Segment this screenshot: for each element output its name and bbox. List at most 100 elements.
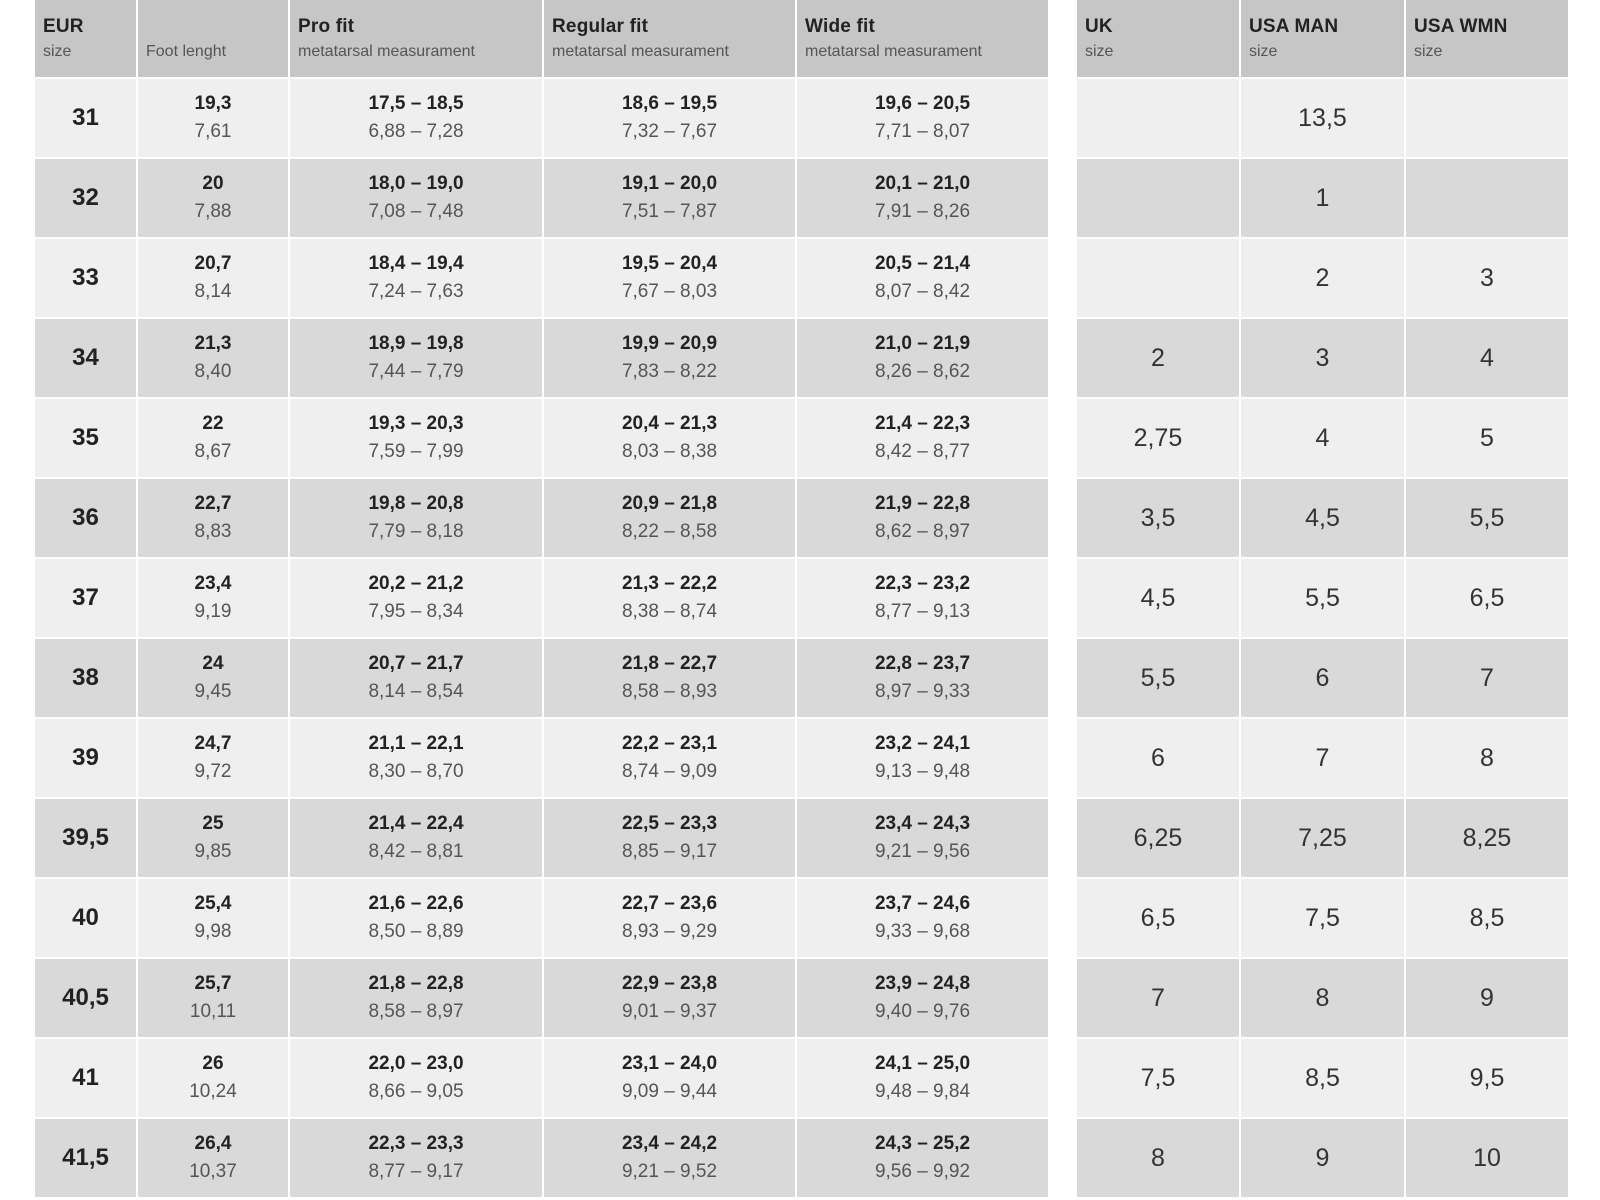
pro-cell: 22,0 – 23,0 8,66 – 9,05: [288, 1038, 544, 1119]
header-subtitle: Foot lenght: [146, 43, 227, 60]
eur-size-cell: 36: [33, 478, 138, 559]
usa-man-size-cell: 4,5: [1239, 478, 1406, 559]
foot-cell: 20,7 8,14: [136, 238, 290, 319]
regular-cm: 19,1 – 20,0: [621, 173, 718, 194]
usa-man-size-cell: 9: [1239, 1118, 1406, 1199]
table-row: 6,5 7,5 8,5: [1075, 878, 1570, 959]
foot-inch: 8,83: [194, 521, 232, 542]
foot-cell: 22 8,67: [136, 398, 290, 479]
table-row: 36 22,7 8,83 19,8 – 20,8 7,79 – 8,18 20,9 – 2…: [33, 478, 1050, 559]
regular-inch: 8,93 – 9,29: [621, 921, 718, 942]
pro-cell: 21,8 – 22,8 8,58 – 8,97: [288, 958, 544, 1039]
usa-wmn-size-cell: 8: [1404, 718, 1570, 799]
column-header-uk: UK size: [1075, 0, 1241, 79]
header-row: EUR size Foot lenght Pro fit metatarsal meas…: [33, 0, 1050, 79]
wide-cm: 23,2 – 24,1: [874, 733, 971, 754]
wide-inch: 7,91 – 8,26: [874, 201, 971, 222]
table-row: 1: [1075, 158, 1570, 239]
usa-wmn-size-cell: 8,5: [1404, 878, 1570, 959]
foot-inch: 9,98: [194, 921, 232, 942]
pro-cm: 18,0 – 19,0: [368, 173, 464, 194]
wide-cm: 24,1 – 25,0: [874, 1053, 971, 1074]
pro-cell: 21,4 – 22,4 8,42 – 8,81: [288, 798, 544, 879]
eur-size-cell: 33: [33, 238, 138, 319]
pro-inch: 7,59 – 7,99: [368, 441, 464, 462]
foot-inch: 7,88: [194, 201, 232, 222]
wide-cm: 21,4 – 22,3: [874, 413, 971, 434]
usa-man-size-cell: 1: [1239, 158, 1406, 239]
pro-inch: 6,88 – 7,28: [368, 121, 464, 142]
pro-cell: 21,6 – 22,6 8,50 – 8,89: [288, 878, 544, 959]
wide-cell: 21,9 – 22,8 8,62 – 8,97: [795, 478, 1050, 559]
pro-cm: 17,5 – 18,5: [368, 93, 464, 114]
regular-cell: 23,1 – 24,0 9,09 – 9,44: [542, 1038, 797, 1119]
header-title: Wide fit: [805, 16, 876, 37]
eur-size-cell: 35: [33, 398, 138, 479]
column-header-usa-wmn: USA WMN size: [1404, 0, 1570, 79]
usa-man-size-cell: 8: [1239, 958, 1406, 1039]
header-title: Regular fit: [552, 16, 649, 37]
wide-cm: 24,3 – 25,2: [874, 1133, 971, 1154]
usa-wmn-size-cell: 5: [1404, 398, 1570, 479]
wide-cell: 20,5 – 21,4 8,07 – 8,42: [795, 238, 1050, 319]
wide-cm: 21,0 – 21,9: [874, 333, 971, 354]
pro-cm: 21,8 – 22,8: [368, 973, 464, 994]
pro-inch: 7,95 – 8,34: [368, 601, 464, 622]
uk-size-cell: 4,5: [1075, 558, 1241, 639]
header-title: UK: [1085, 16, 1113, 37]
regular-cell: 21,3 – 22,2 8,38 – 8,74: [542, 558, 797, 639]
table-row: 39,5 25 9,85 21,4 – 22,4 8,42 – 8,81 22,5 – 2…: [33, 798, 1050, 879]
pro-cm: 21,4 – 22,4: [368, 813, 464, 834]
wide-cm: 22,3 – 23,2: [874, 573, 971, 594]
regular-cm: 21,8 – 22,7: [621, 653, 718, 674]
regular-cell: 22,2 – 23,1 8,74 – 9,09: [542, 718, 797, 799]
regular-inch: 9,09 – 9,44: [621, 1081, 718, 1102]
eur-size-cell: 37: [33, 558, 138, 639]
usa-man-size-cell: 3: [1239, 318, 1406, 399]
column-header-foot-length: Foot lenght: [136, 0, 290, 79]
wide-cm: 19,6 – 20,5: [874, 93, 971, 114]
uk-size-cell: 6,5: [1075, 878, 1241, 959]
regular-cm: 23,1 – 24,0: [621, 1053, 718, 1074]
regular-cell: 22,5 – 23,3 8,85 – 9,17: [542, 798, 797, 879]
wide-cm: 23,7 – 24,6: [874, 893, 971, 914]
foot-cm: 22: [202, 413, 224, 434]
header-subtitle: size: [43, 43, 72, 60]
pro-inch: 7,79 – 8,18: [368, 521, 464, 542]
usa-man-size-cell: 13,5: [1239, 78, 1406, 159]
table-row: 13,5: [1075, 78, 1570, 159]
pro-inch: 8,66 – 9,05: [368, 1081, 464, 1102]
table-row: 39 24,7 9,72 21,1 – 22,1 8,30 – 8,70 22,2 – 2…: [33, 718, 1050, 799]
regular-cm: 22,2 – 23,1: [621, 733, 718, 754]
usa-man-size-cell: 8,5: [1239, 1038, 1406, 1119]
foot-cm: 22,7: [194, 493, 232, 514]
foot-cell: 25,4 9,98: [136, 878, 290, 959]
pro-cell: 19,3 – 20,3 7,59 – 7,99: [288, 398, 544, 479]
foot-inch: 10,24: [189, 1081, 237, 1102]
wide-cell: 21,0 – 21,9 8,26 – 8,62: [795, 318, 1050, 399]
regular-cm: 20,4 – 21,3: [621, 413, 718, 434]
header-row: UK size USA MAN size USA WMN size: [1075, 0, 1570, 79]
usa-man-size-cell: 4: [1239, 398, 1406, 479]
regular-cm: 22,7 – 23,6: [621, 893, 718, 914]
usa-man-size-cell: 2: [1239, 238, 1406, 319]
usa-wmn-size-cell: 10: [1404, 1118, 1570, 1199]
foot-cm: 25,7: [194, 973, 232, 994]
usa-wmn-size-cell: 9,5: [1404, 1038, 1570, 1119]
foot-cm: 25,4: [194, 893, 232, 914]
foot-inch: 9,72: [194, 761, 232, 782]
regular-inch: 8,58 – 8,93: [621, 681, 718, 702]
header-subtitle: size: [1085, 43, 1114, 60]
table-row: 31 19,3 7,61 17,5 – 18,5 6,88 – 7,28 18,6 – 1…: [33, 78, 1050, 159]
uk-size-cell: 6: [1075, 718, 1241, 799]
foot-cell: 25 9,85: [136, 798, 290, 879]
foot-cell: 19,3 7,61: [136, 78, 290, 159]
wide-inch: 9,33 – 9,68: [874, 921, 971, 942]
eur-size-cell: 40: [33, 878, 138, 959]
size-table-uk-usa: UK size USA MAN size USA WMN size 13,5 1 2 3 2 3 4 2…: [1075, 0, 1570, 1199]
regular-inch: 8,85 – 9,17: [621, 841, 718, 862]
pro-cell: 19,8 – 20,8 7,79 – 8,18: [288, 478, 544, 559]
wide-cell: 23,9 – 24,8 9,40 – 9,76: [795, 958, 1050, 1039]
usa-man-size-cell: 7,25: [1239, 798, 1406, 879]
